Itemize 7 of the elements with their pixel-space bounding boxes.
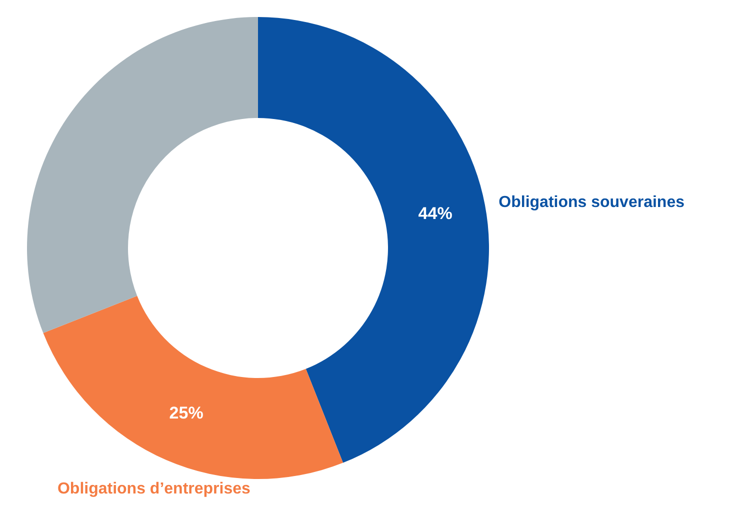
data-label: 44% (418, 204, 452, 224)
donut-slice (258, 17, 489, 463)
data-label: 25% (169, 404, 204, 423)
donut-slice (43, 296, 344, 479)
slice-label: Obligations d’entreprises (57, 480, 251, 498)
slice-label: Obligations souveraines (498, 194, 685, 212)
donut-slice (27, 17, 258, 334)
